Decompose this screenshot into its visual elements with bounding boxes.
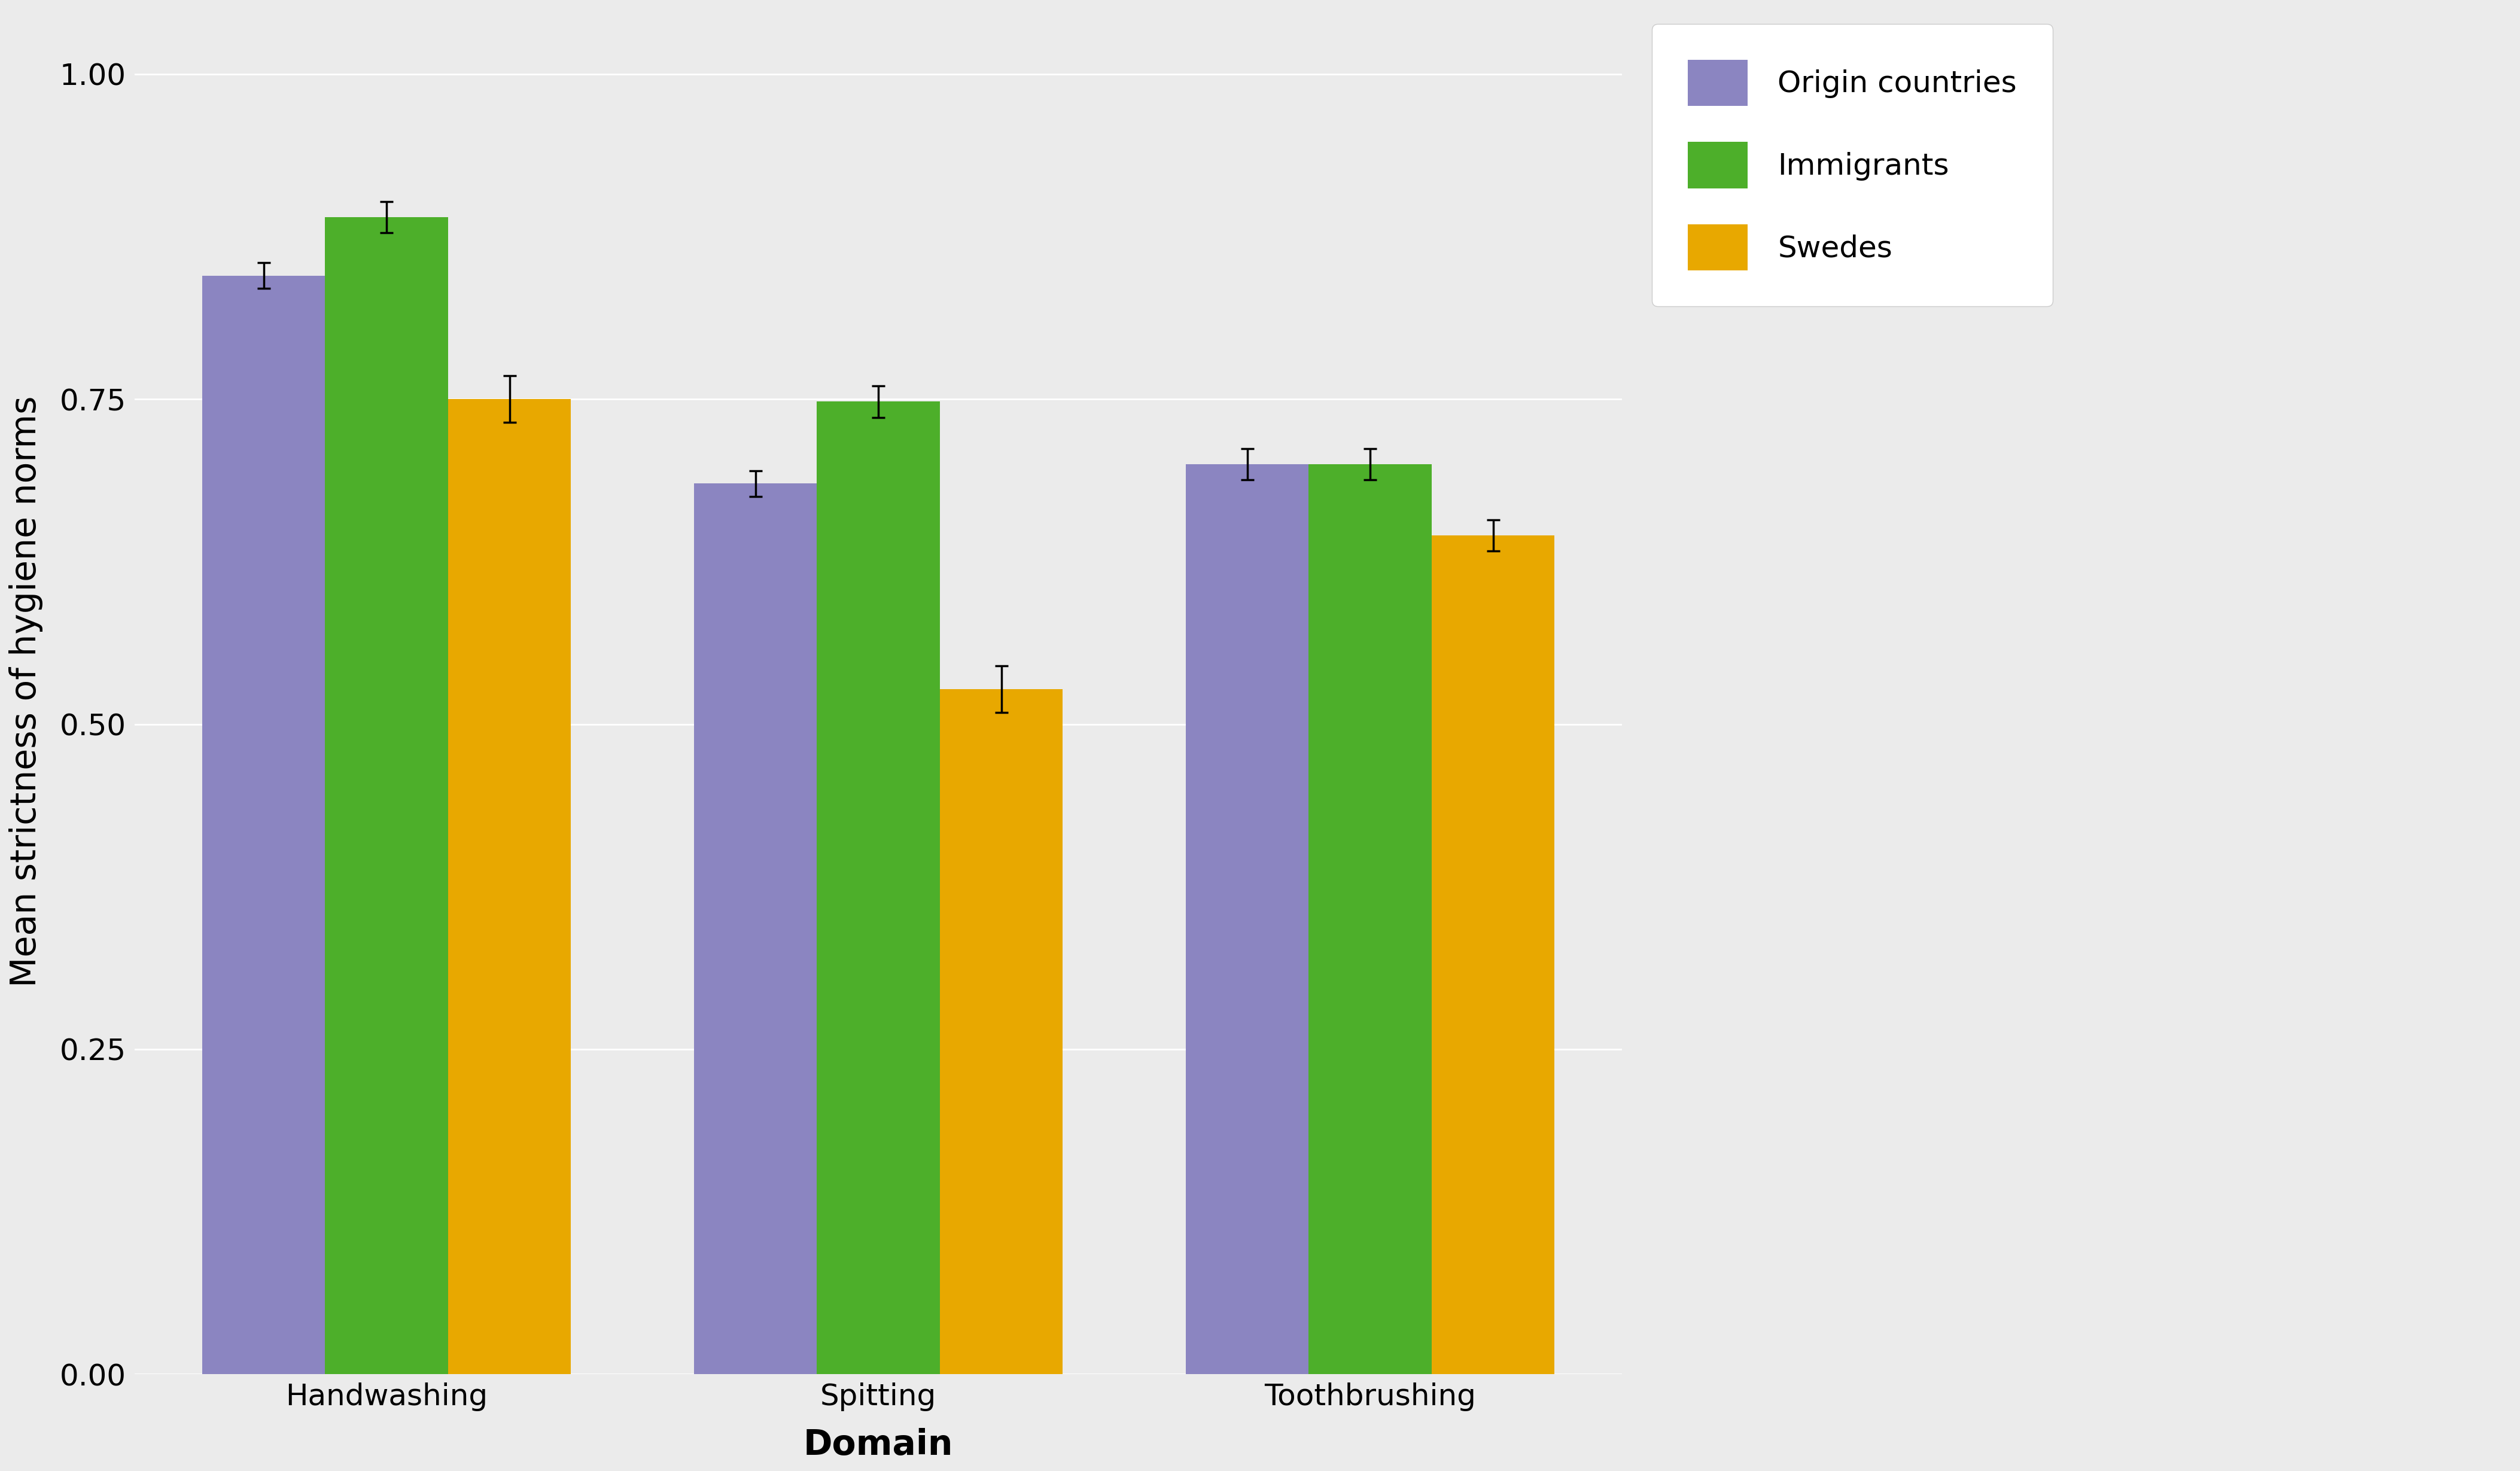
Bar bbox=[1431, 535, 1555, 1374]
Bar bbox=[940, 688, 1063, 1374]
Bar bbox=[1187, 463, 1308, 1374]
Y-axis label: Mean strictness of hygiene norms: Mean strictness of hygiene norms bbox=[10, 396, 43, 987]
Bar bbox=[693, 484, 816, 1374]
Bar bbox=[325, 218, 449, 1374]
Bar bbox=[816, 402, 940, 1374]
Bar bbox=[449, 399, 572, 1374]
Bar bbox=[1308, 463, 1431, 1374]
Bar bbox=[202, 275, 325, 1374]
Legend: Origin countries, Immigrants, Swedes: Origin countries, Immigrants, Swedes bbox=[1653, 24, 2054, 306]
X-axis label: Domain: Domain bbox=[804, 1428, 953, 1462]
